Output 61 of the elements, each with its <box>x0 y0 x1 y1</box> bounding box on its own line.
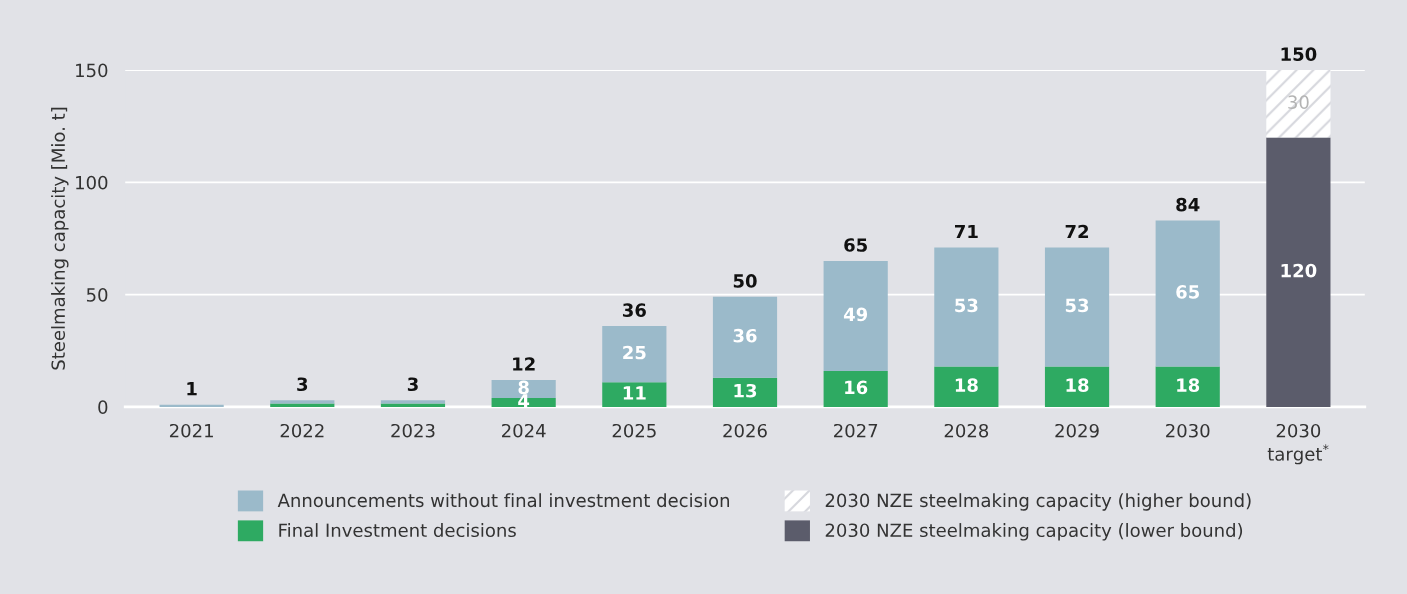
bar <box>1044 366 1110 407</box>
x-tick-label: 2026 <box>723 423 767 438</box>
total-label: 150 <box>1281 47 1317 61</box>
bar <box>602 326 667 383</box>
total-label: 12 <box>513 357 535 371</box>
x-tick-label: 2022 <box>280 423 324 438</box>
bar <box>934 366 999 407</box>
x-tick-label: 2028 <box>944 423 989 438</box>
legend-label: 2030 NZE steelmaking capacity (lower bound) <box>825 523 1243 541</box>
y-axis-title: Steelmaking capacity [Mio. t] <box>51 107 69 370</box>
x-tick-label: 2030 target$^{*}$ <box>1267 423 1329 465</box>
data-label: 18 <box>1177 378 1200 392</box>
data-label: 13 <box>734 383 757 398</box>
total-label: 3 <box>297 377 308 392</box>
bar <box>934 247 999 367</box>
y-tick-label: 0 <box>98 400 108 415</box>
x-tick-label: 2025 <box>612 423 656 438</box>
total-label: 65 <box>844 238 867 252</box>
bar <box>712 296 778 378</box>
data-label: 65 <box>1176 285 1200 299</box>
data-label: 11 <box>623 386 646 400</box>
x-tick-label: 2024 <box>502 423 546 438</box>
legend-label: 2030 NZE steelmaking capacity (higher bound) <box>825 493 1251 511</box>
data-label: 53 <box>1065 298 1089 313</box>
data-label: 18 <box>955 378 978 392</box>
data-label: 36 <box>733 328 757 343</box>
data-label: 30 <box>1288 95 1309 110</box>
bar <box>1155 220 1220 367</box>
data-label: 16 <box>845 380 868 395</box>
data-label: 8 <box>518 380 529 395</box>
bar <box>1155 366 1220 407</box>
x-tick-label: 2030 <box>1166 423 1210 438</box>
data-label: 49 <box>843 307 868 322</box>
data-label: 120 <box>1281 263 1317 278</box>
bar <box>1044 247 1110 367</box>
bar <box>1266 137 1331 407</box>
total-label: 1 <box>187 382 197 396</box>
bar <box>1266 70 1331 138</box>
bar <box>712 377 778 407</box>
x-tick-label: 2023 <box>391 423 435 438</box>
data-label: 25 <box>623 345 646 360</box>
total-label: 72 <box>1065 224 1089 239</box>
legend-label: Announcements without final investment decision <box>277 493 729 508</box>
total-label: 50 <box>733 274 757 288</box>
data-label: 53 <box>955 298 978 313</box>
total-label: 71 <box>955 224 978 239</box>
bar <box>823 260 888 371</box>
y-tick-label: 150 <box>76 63 108 78</box>
total-label: 84 <box>1176 197 1200 212</box>
y-tick-label: 100 <box>76 175 108 190</box>
data-label: 18 <box>1066 378 1089 392</box>
x-tick-label: 2027 <box>834 423 878 438</box>
bar <box>823 370 888 407</box>
total-label: 36 <box>622 303 646 317</box>
bar <box>602 382 667 407</box>
data-label: 4 <box>518 394 530 408</box>
total-label: 3 <box>407 377 418 392</box>
legend-label: Final Investment decisions <box>279 523 516 538</box>
x-tick-label: 2029 <box>1055 423 1099 438</box>
y-tick-label: 50 <box>86 288 108 302</box>
x-tick-label: 2021 <box>169 423 213 438</box>
